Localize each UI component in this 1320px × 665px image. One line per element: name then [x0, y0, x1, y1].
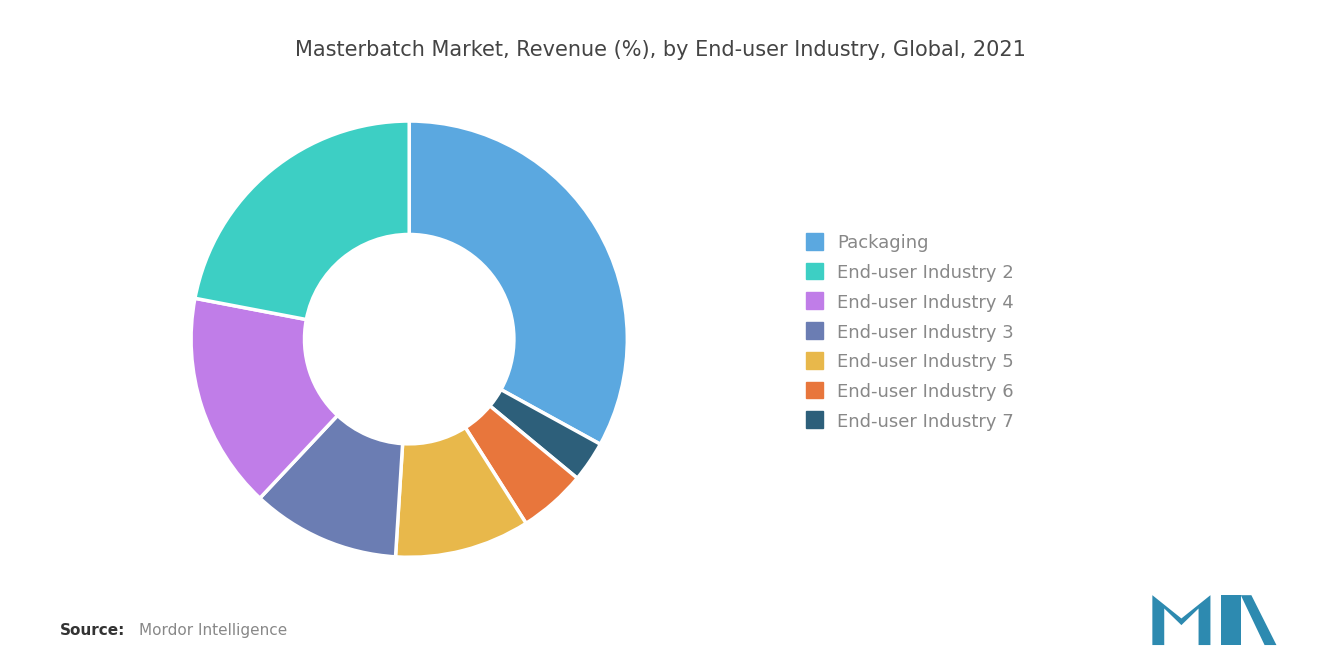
Text: Mordor Intelligence: Mordor Intelligence	[139, 623, 286, 638]
Wedge shape	[195, 121, 409, 319]
Polygon shape	[1152, 595, 1210, 645]
Wedge shape	[260, 416, 403, 557]
Legend: Packaging, End-user Industry 2, End-user Industry 4, End-user Industry 3, End-us: Packaging, End-user Industry 2, End-user…	[801, 229, 1019, 436]
Wedge shape	[490, 390, 601, 478]
Wedge shape	[465, 406, 577, 523]
Text: Masterbatch Market, Revenue (%), by End-user Industry, Global, 2021: Masterbatch Market, Revenue (%), by End-…	[294, 40, 1026, 60]
Polygon shape	[1241, 595, 1276, 645]
Polygon shape	[1221, 595, 1241, 645]
Wedge shape	[409, 121, 627, 444]
Wedge shape	[396, 428, 527, 557]
Wedge shape	[191, 299, 338, 498]
Text: Source:: Source:	[59, 623, 125, 638]
